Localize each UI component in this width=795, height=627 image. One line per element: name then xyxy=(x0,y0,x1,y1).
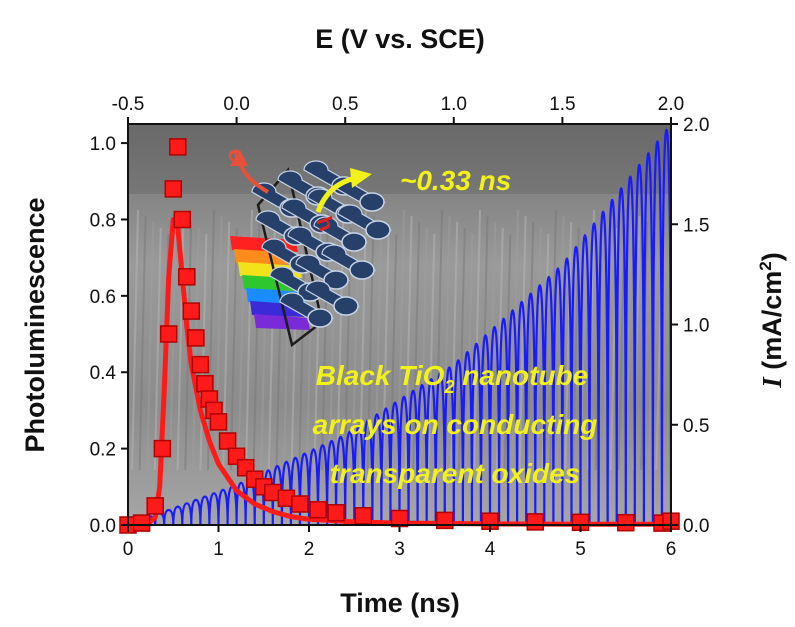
bottom-tick-label: 0 xyxy=(123,539,134,560)
sem-streak xyxy=(465,233,474,471)
axes: 0 1 2 3 4 5 6 0.0 0.2 0.4 0.6 0.8 1.0 -0.5 0.0 0.5 1.0 1.… xyxy=(90,94,710,560)
bottom-tick-label: 2 xyxy=(304,539,315,560)
pl-data-point xyxy=(209,413,228,431)
sem-streak xyxy=(359,209,367,471)
sem-streak xyxy=(191,227,200,471)
bottom-tick-label: 4 xyxy=(485,539,496,560)
top-tick-label: 0.5 xyxy=(332,94,358,115)
left-tick-label: 0.8 xyxy=(90,210,116,231)
bottom-tick-label: 1 xyxy=(213,539,224,560)
left-tick-label: 0.0 xyxy=(90,516,116,537)
sem-top-band xyxy=(128,124,671,194)
pl-data-point xyxy=(309,500,327,519)
sem-streak xyxy=(419,227,428,471)
right-tick-label: 1.0 xyxy=(683,316,709,337)
right-tick-label: 2.0 xyxy=(683,115,709,136)
bottom-tick-label: 3 xyxy=(394,539,405,560)
right-tick-label: 1.5 xyxy=(683,215,709,236)
nanotube-end xyxy=(307,308,333,328)
pl-data-point xyxy=(132,514,151,532)
bottom-tick-label: 6 xyxy=(666,539,677,560)
nanotube-end xyxy=(333,296,359,316)
pl-data-point xyxy=(153,439,172,458)
nanotube-end xyxy=(359,192,385,212)
pl-data-point xyxy=(354,507,373,525)
sem-streak xyxy=(397,209,405,471)
sem-streak xyxy=(374,221,383,471)
pl-data-point xyxy=(218,432,237,450)
sem-streak xyxy=(229,227,238,471)
lifetime-label: ~0.33 ns xyxy=(400,165,511,196)
bottom-axis-title: Time (ns) xyxy=(340,588,460,618)
nanotube-end xyxy=(365,220,391,240)
nanotube-end xyxy=(341,232,367,252)
left-tick-label: 0.4 xyxy=(90,363,117,384)
sem-streak xyxy=(518,215,527,471)
electron-label: e xyxy=(222,146,251,164)
top-axis-title: E (V vs. SCE) xyxy=(315,24,485,54)
sem-streak xyxy=(457,227,466,471)
sem-streak xyxy=(526,221,535,471)
sem-streak xyxy=(427,233,436,471)
nanotube-schematic xyxy=(230,150,393,348)
pl-data-point xyxy=(196,374,214,393)
nanotube-end xyxy=(323,270,349,290)
top-tick-label: -0.5 xyxy=(112,94,145,115)
sem-streak xyxy=(131,209,139,471)
left-tick-label: 0.6 xyxy=(90,287,116,308)
pl-data-point xyxy=(191,355,210,374)
hole-arrowhead xyxy=(350,168,372,188)
sem-streak xyxy=(617,233,626,471)
sem-streak xyxy=(564,221,573,471)
sem-streak xyxy=(473,209,481,471)
pl-data-point xyxy=(178,268,196,286)
left-axis-title: Photoluminescence xyxy=(20,197,50,452)
sem-streak xyxy=(138,215,147,471)
sem-streak xyxy=(146,221,155,471)
pl-data-point xyxy=(327,504,345,522)
pl-data-point xyxy=(164,180,183,198)
left-tick-label: 1.0 xyxy=(90,134,116,155)
right-tick-label: 0.5 xyxy=(683,416,709,437)
pl-data-point xyxy=(617,513,635,532)
pl-data-point xyxy=(526,513,545,531)
nanotube-bundle xyxy=(251,160,393,328)
left-tick-label: 0.2 xyxy=(90,440,116,461)
sem-streak xyxy=(412,221,421,471)
sem-streak xyxy=(207,209,215,471)
nanotube-end xyxy=(349,260,375,280)
right-tick-label: 0.0 xyxy=(683,516,709,537)
bottom-tick-label: 5 xyxy=(575,539,586,560)
right-axis-title: I (mA/cm2) xyxy=(756,252,787,389)
pl-data-point xyxy=(182,302,201,320)
pl-data-point xyxy=(169,138,187,156)
pl-data-point xyxy=(173,210,192,229)
right-axis-symbol: I xyxy=(757,376,787,389)
electron-arrowhead xyxy=(230,150,248,166)
top-tick-label: 0.0 xyxy=(223,94,249,115)
top-tick-label: 1.5 xyxy=(549,94,575,115)
photoluminescence-series xyxy=(119,138,680,534)
pl-data-point xyxy=(187,329,205,347)
pl-data-point xyxy=(291,495,309,513)
caption-line-1: Black TiO2 nanotube xyxy=(316,360,588,397)
top-tick-label: 1.0 xyxy=(441,94,467,115)
pl-data-point xyxy=(146,497,164,515)
sem-streak xyxy=(153,227,162,471)
spectrum-bar xyxy=(254,314,310,330)
caption-line-3: transparent oxides xyxy=(330,458,581,489)
caption-line-2: arrays on conducting xyxy=(313,409,598,440)
top-tick-label: 2.0 xyxy=(658,94,684,115)
sem-streak xyxy=(366,215,375,471)
pl-data-point xyxy=(159,325,178,343)
sem-streak xyxy=(199,233,208,471)
